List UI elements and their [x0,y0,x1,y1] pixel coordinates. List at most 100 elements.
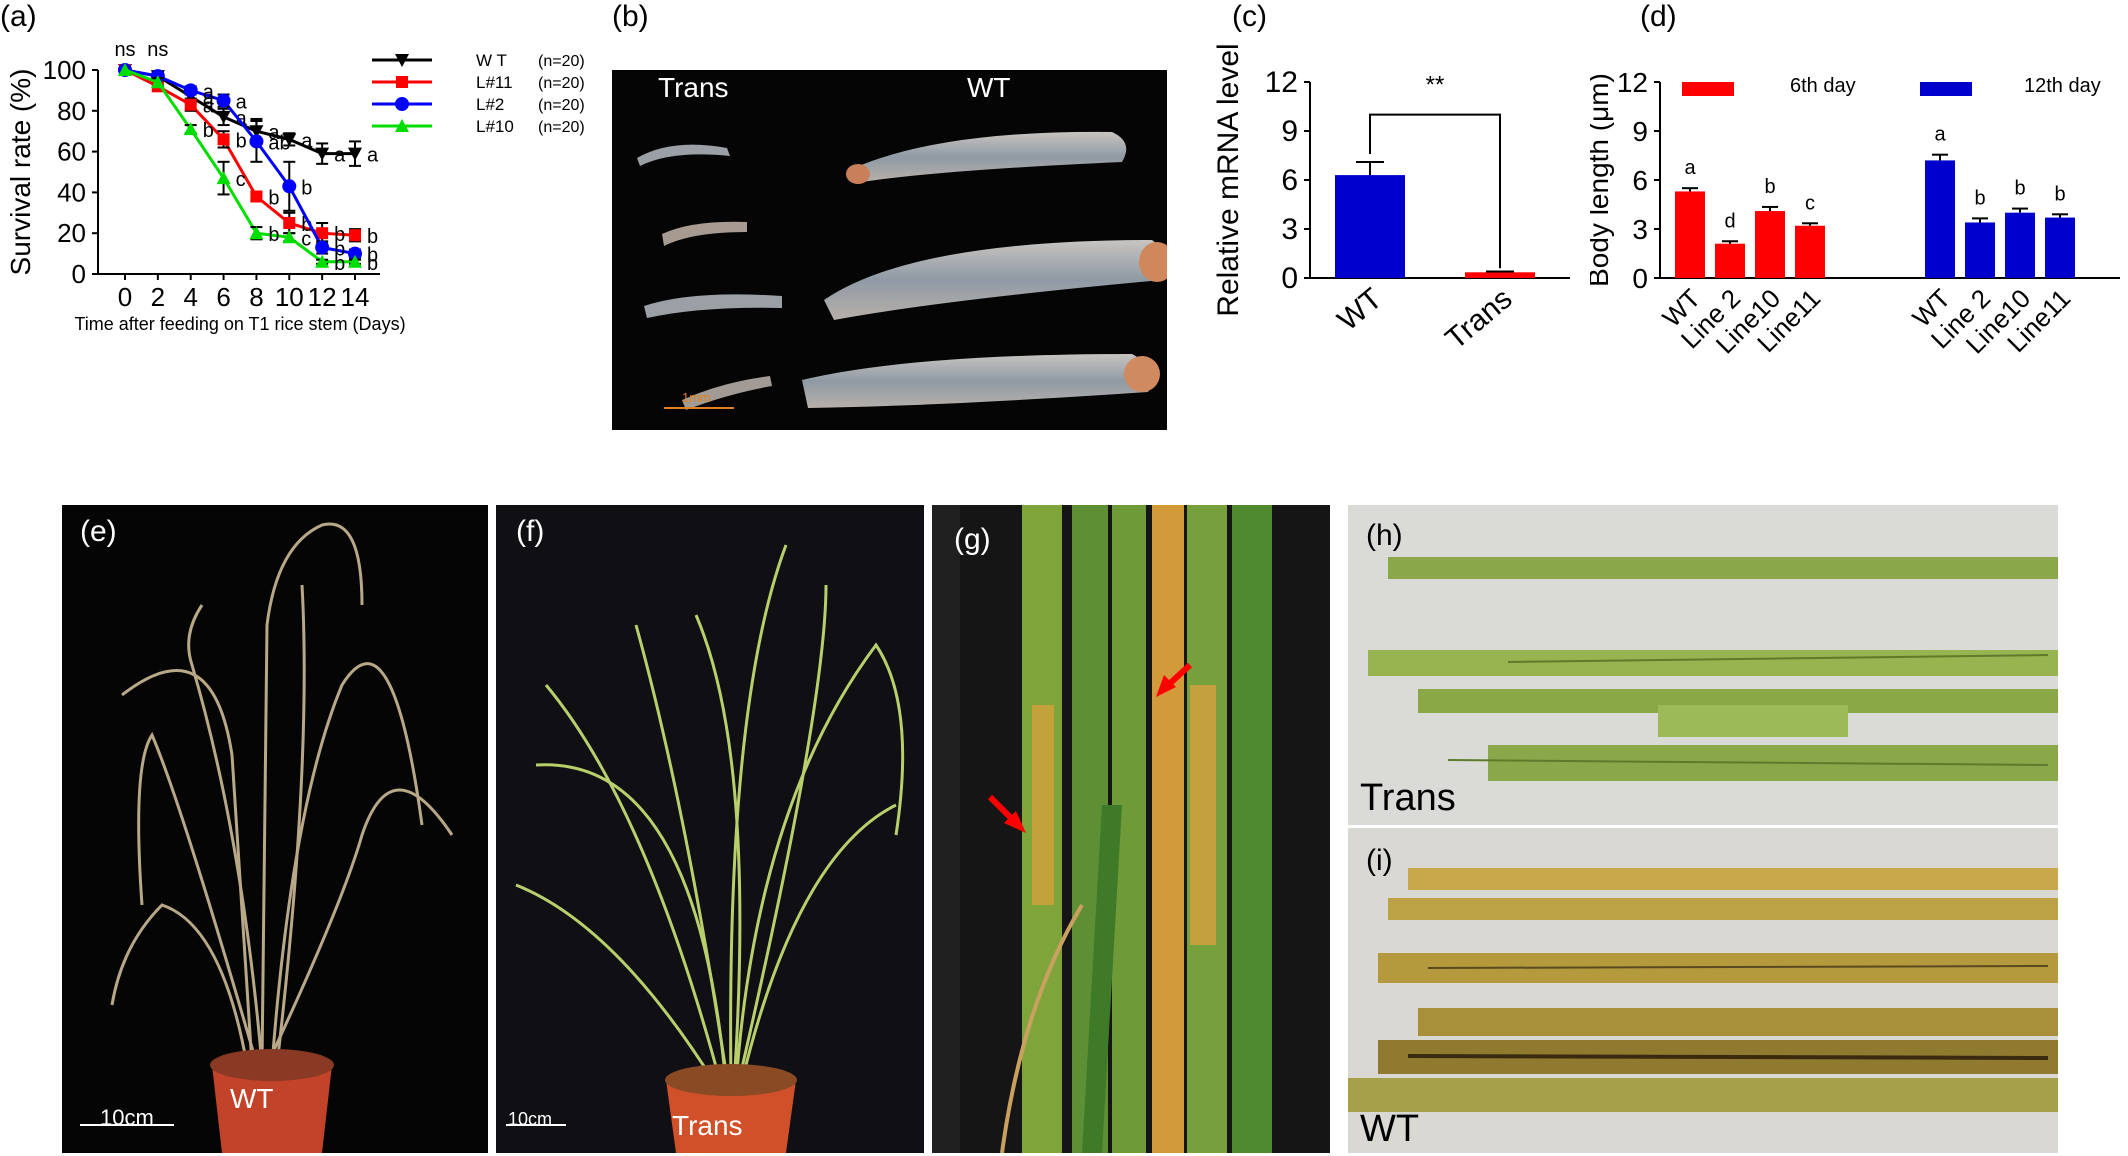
wt-stems-caption: WT [1360,1108,1420,1150]
significance-letter: b [2014,178,2025,200]
scale-bar-label: 10cm [508,1109,553,1129]
legend-swatch [1920,82,1972,96]
significance-letter: b [1974,187,1985,209]
y-axis-label: Survival rate (%) [5,69,36,276]
panel-i-label: (i) [1366,844,1393,877]
significance-letter: b [334,238,345,260]
x-tick-label: 12 [308,282,337,312]
panel-d-label: (d) [1640,0,1677,33]
bar [1715,243,1745,278]
significance-letter: a [203,81,215,103]
stem-drawing [932,505,1272,1153]
data-point [216,171,231,185]
wt-plant-photo: (e) 10cm WT [62,505,488,1153]
bar [1795,225,1825,278]
legend-n: (n=20) [538,97,585,114]
data-point [315,254,330,268]
trans-stems-caption: Trans [1360,777,1456,819]
significance-letter: a [367,145,379,167]
significance-letter: b [268,224,279,246]
bar [1675,191,1705,278]
data-point [315,240,330,255]
data-point [249,226,264,240]
panel-f-label: (f) [516,515,545,548]
y-axis-label: Relative mRNA level [1212,43,1245,316]
y-tick-label: 20 [57,218,86,248]
legend-label: L#11 [476,73,513,92]
data-point [183,83,198,98]
bar [1465,272,1535,278]
x-tick-label: 10 [275,282,304,312]
significance-letter: c [236,169,246,191]
bar [1965,222,1995,278]
significance-letter: b [203,120,214,142]
pot [212,1065,332,1153]
data-point [150,75,165,89]
panel-e-label: (e) [80,515,117,548]
data-point [396,76,408,88]
data-point [348,254,362,268]
trans-plant-photo: (f) 10cm Trans [496,505,924,1153]
wt-stems-drawing [1348,868,2058,1112]
trans-larvae-label: Trans [658,72,729,103]
data-point [348,147,362,161]
x-tick-label: 2 [151,282,165,312]
significance-letter: b [268,187,279,209]
bar [1925,160,1955,278]
panel-a-label: (a) [0,0,37,33]
x-tick-label: 6 [216,282,230,312]
bar [1755,211,1785,278]
significance-letter: b [301,214,312,236]
wt-stems-photo: (i) WT [1348,828,2058,1153]
data-point [282,230,297,244]
significance-label: ns [114,39,135,61]
series-l10: bcb cb b [118,63,378,275]
panel-b-label: (b) [612,0,649,33]
stem-lesion-photo: (g) [932,505,1330,1153]
data-point [184,98,197,111]
y-tick-label: 3 [1632,214,1648,245]
bar [2045,217,2075,278]
significance-letter: d [1724,210,1735,232]
y-tick-label: 60 [57,137,86,167]
y-tick-label: 9 [1281,115,1298,148]
significance-letter: c [301,228,311,250]
data-point [316,227,329,240]
panel-c-label: (c) [1232,0,1267,33]
legend-n: (n=20) [538,53,585,70]
significance-letter: a [334,145,346,167]
legend-label: 12th day [2024,75,2101,97]
trans-larvae [637,144,782,410]
significance-letter: a [1684,157,1696,179]
significance-letter: b [2054,183,2065,205]
data-point [395,54,409,67]
y-tick-label: 80 [57,96,86,126]
panel-h-label: (h) [1366,519,1403,552]
data-point [395,119,409,132]
data-point [250,190,263,203]
significance-label: ns [147,39,168,61]
significance-letter: b [1764,176,1775,198]
pot [666,1080,796,1153]
legend-n: (n=20) [538,119,585,136]
data-point [348,246,362,261]
lesion-arrow [1156,662,1193,697]
data-point [217,133,230,146]
data-point [216,93,231,108]
data-point [282,133,297,147]
significance-letter: a [268,122,280,144]
trans-stems-drawing [1368,557,2058,781]
bar [2005,212,2035,278]
significance-letter: b [301,177,312,199]
data-point [118,63,132,76]
bar [1335,175,1405,278]
data-point [282,179,297,194]
significance-letter: a [301,130,313,152]
data-point [315,147,330,161]
significance-letter: ab [268,132,290,154]
y-tick-label: 3 [1281,213,1298,246]
significance-letter: c [1805,192,1815,214]
significance-letter: a [236,92,248,114]
